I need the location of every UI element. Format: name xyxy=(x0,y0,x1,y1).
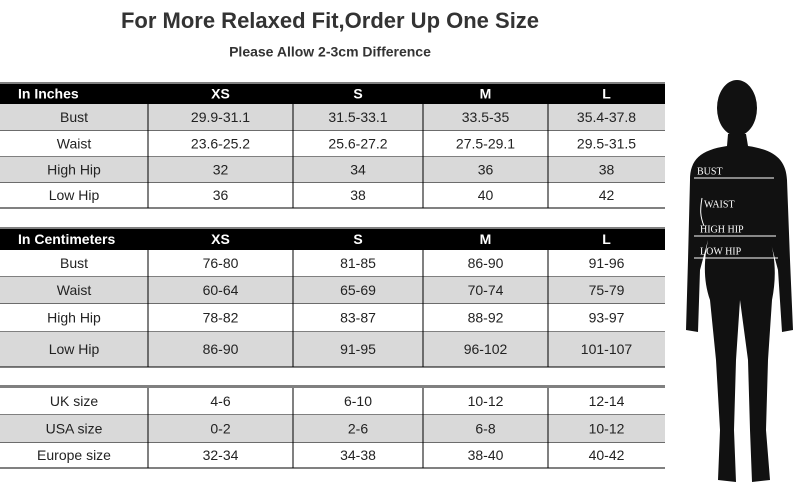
header-cell: S xyxy=(353,86,362,102)
cell: Waist xyxy=(57,282,92,298)
cell: Europe size xyxy=(37,447,111,463)
cell: 60-64 xyxy=(203,282,239,298)
row xyxy=(0,157,665,183)
cell: 29.9-31.1 xyxy=(191,109,250,125)
cell: 31.5-33.1 xyxy=(328,109,387,125)
cell: 36 xyxy=(478,162,494,178)
cell: 32-34 xyxy=(203,447,239,463)
cell: 88-92 xyxy=(468,310,504,326)
cell: 10-12 xyxy=(589,421,625,437)
row xyxy=(0,104,665,131)
cell: Low Hip xyxy=(49,187,100,203)
row xyxy=(0,332,665,367)
cell: 78-82 xyxy=(203,310,239,326)
header-cell: In Centimeters xyxy=(18,231,115,247)
cell: 40-42 xyxy=(589,447,625,463)
header-cell: L xyxy=(602,86,611,102)
row xyxy=(0,388,665,415)
cell: Bust xyxy=(60,109,88,125)
cell: 65-69 xyxy=(340,282,376,298)
silhouette xyxy=(686,80,793,482)
cell: Low Hip xyxy=(49,341,100,357)
row xyxy=(0,415,665,443)
cell: 2-6 xyxy=(348,421,368,437)
cell: 91-95 xyxy=(340,341,376,357)
cell: 91-96 xyxy=(589,255,625,271)
figure-label: BUST xyxy=(697,166,723,177)
row xyxy=(0,304,665,332)
cell: 25.6-27.2 xyxy=(328,136,387,152)
header-cell: M xyxy=(480,231,492,247)
cell: 36 xyxy=(213,187,229,203)
header-cell: M xyxy=(480,86,492,102)
header-cell: XS xyxy=(211,231,230,247)
cell: Waist xyxy=(57,136,92,152)
cell: High Hip xyxy=(47,162,101,178)
header-row xyxy=(0,84,665,104)
cell: 35.4-37.8 xyxy=(577,109,636,125)
cell: High Hip xyxy=(47,310,101,326)
cell: 101-107 xyxy=(581,341,633,357)
cell: 83-87 xyxy=(340,310,376,326)
cell: Bust xyxy=(60,255,88,271)
header-cell: XS xyxy=(211,86,230,102)
row xyxy=(0,443,665,468)
cell: 6-8 xyxy=(475,421,495,437)
cell: 86-90 xyxy=(203,341,239,357)
cell: UK size xyxy=(50,393,98,409)
subtitle: Please Allow 2-3cm Difference xyxy=(229,44,431,60)
cell: 96-102 xyxy=(464,341,508,357)
header-cell: L xyxy=(602,231,611,247)
figure-label: WAIST xyxy=(704,199,735,210)
cell: 12-14 xyxy=(589,393,625,409)
row xyxy=(0,131,665,157)
cell: 34-38 xyxy=(340,447,376,463)
cell: 75-79 xyxy=(589,282,625,298)
cell: 38 xyxy=(599,162,615,178)
cell: 32 xyxy=(213,162,229,178)
cell: 33.5-35 xyxy=(462,109,510,125)
header-row xyxy=(0,229,665,250)
cell: USA size xyxy=(46,421,103,437)
cell: 6-10 xyxy=(344,393,372,409)
title: For More Relaxed Fit,Order Up One Size xyxy=(121,8,539,33)
cell: 70-74 xyxy=(468,282,504,298)
cell: 38 xyxy=(350,187,366,203)
header-cell: S xyxy=(353,231,362,247)
cell: 27.5-29.1 xyxy=(456,136,515,152)
cell: 10-12 xyxy=(468,393,504,409)
header-cell: In Inches xyxy=(18,86,79,102)
cell: 0-2 xyxy=(210,421,230,437)
figure-label: HIGH HIP xyxy=(700,224,744,235)
figure-label: LOW HIP xyxy=(700,246,742,257)
cell: 38-40 xyxy=(468,447,504,463)
cell: 4-6 xyxy=(210,393,230,409)
row xyxy=(0,277,665,304)
cell: 93-97 xyxy=(589,310,625,326)
cell: 81-85 xyxy=(340,255,376,271)
cell: 23.6-25.2 xyxy=(191,136,250,152)
row xyxy=(0,183,665,208)
cell: 34 xyxy=(350,162,366,178)
cell: 86-90 xyxy=(468,255,504,271)
cell: 29.5-31.5 xyxy=(577,136,636,152)
cell: 76-80 xyxy=(203,255,239,271)
cell: 42 xyxy=(599,187,615,203)
row xyxy=(0,250,665,277)
cell: 40 xyxy=(478,187,494,203)
